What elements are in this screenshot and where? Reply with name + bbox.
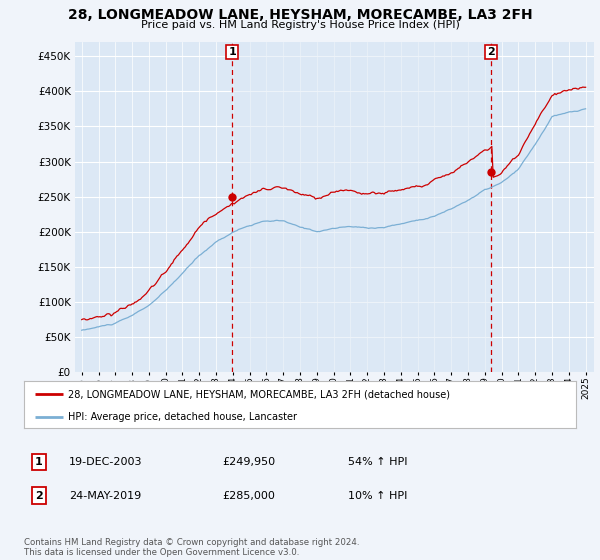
Text: 28, LONGMEADOW LANE, HEYSHAM, MORECAMBE, LA3 2FH (detached house): 28, LONGMEADOW LANE, HEYSHAM, MORECAMBE,… xyxy=(68,389,450,399)
Text: 19-DEC-2003: 19-DEC-2003 xyxy=(69,457,143,467)
Text: 10% ↑ HPI: 10% ↑ HPI xyxy=(348,491,407,501)
Text: 24-MAY-2019: 24-MAY-2019 xyxy=(69,491,141,501)
Text: 54% ↑ HPI: 54% ↑ HPI xyxy=(348,457,407,467)
Text: Price paid vs. HM Land Registry's House Price Index (HPI): Price paid vs. HM Land Registry's House … xyxy=(140,20,460,30)
Text: 1: 1 xyxy=(35,457,43,467)
Text: £249,950: £249,950 xyxy=(222,457,275,467)
Text: 2: 2 xyxy=(487,47,495,57)
Text: HPI: Average price, detached house, Lancaster: HPI: Average price, detached house, Lanc… xyxy=(68,412,297,422)
Text: 28, LONGMEADOW LANE, HEYSHAM, MORECAMBE, LA3 2FH: 28, LONGMEADOW LANE, HEYSHAM, MORECAMBE,… xyxy=(68,8,532,22)
Text: Contains HM Land Registry data © Crown copyright and database right 2024.
This d: Contains HM Land Registry data © Crown c… xyxy=(24,538,359,557)
Bar xyxy=(232,42,491,372)
Text: £285,000: £285,000 xyxy=(222,491,275,501)
Text: 2: 2 xyxy=(35,491,43,501)
Text: 1: 1 xyxy=(229,47,236,57)
